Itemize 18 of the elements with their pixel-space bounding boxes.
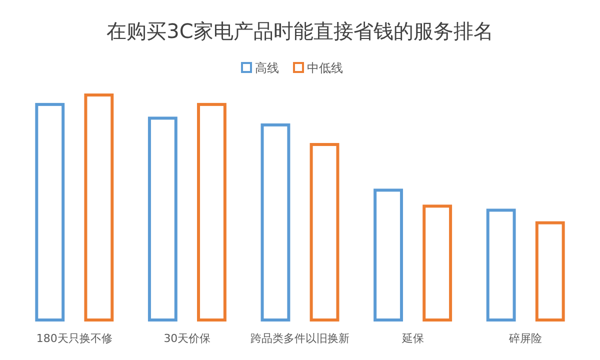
bar [486,208,516,322]
legend-label: 中低线 [307,61,343,75]
bar [310,143,340,322]
bar [35,102,65,322]
x-tick-label: 30天价保 [164,332,211,345]
bar [148,116,178,322]
x-tick-label: 延保 [400,332,424,345]
bar [84,94,114,322]
bar [422,204,452,322]
bar [535,221,565,322]
bar [260,123,290,322]
x-tick-label: 跨品类多件以旧换新 [250,332,350,345]
bar [374,188,403,322]
chart-title: 在购买3C家电产品时能直接省钱的服务排名 [106,19,494,43]
x-tick-label: 碎屏险 [508,332,542,345]
legend-label: 高线 [255,61,279,75]
x-tick-label: 180天只换不修 [36,332,112,345]
bar [197,102,226,322]
